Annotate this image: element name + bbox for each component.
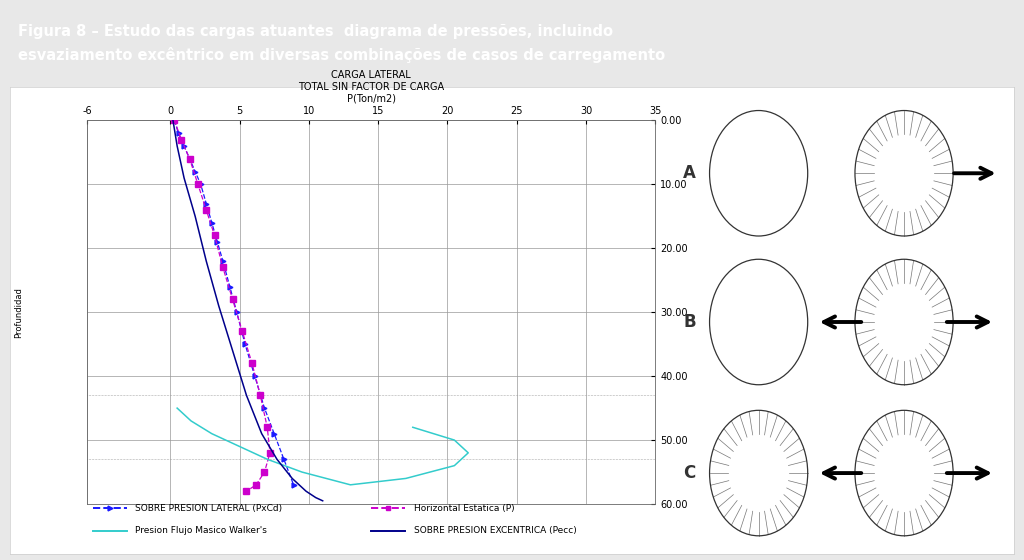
Text: Profundidad: Profundidad [14,287,24,338]
Text: B: B [683,313,696,331]
Text: C: C [683,464,695,482]
Text: Horizontal Estatica (P): Horizontal Estatica (P) [414,503,514,512]
Title: CARGA LATERAL
TOTAL SIN FACTOR DE CARGA
P(Ton/m2): CARGA LATERAL TOTAL SIN FACTOR DE CARGA … [298,70,444,104]
Text: SOBRE PRESION LATERAL (PxCd): SOBRE PRESION LATERAL (PxCd) [135,503,283,512]
Text: Figura 8 – Estudo das cargas atuantes  diagrama de pressões, incluindo
esvaziame: Figura 8 – Estudo das cargas atuantes di… [18,24,666,63]
Text: Presion Flujo Masico Walker's: Presion Flujo Masico Walker's [135,526,267,535]
Text: A: A [683,164,696,182]
Text: SOBRE PRESION EXCENTRICA (Pecc): SOBRE PRESION EXCENTRICA (Pecc) [414,526,577,535]
